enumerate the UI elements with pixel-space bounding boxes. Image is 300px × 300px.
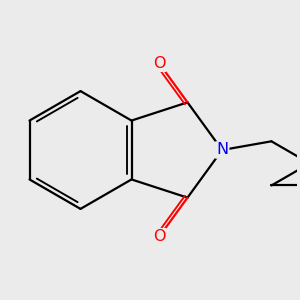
Text: N: N [216, 142, 228, 158]
Text: O: O [153, 229, 165, 244]
Text: O: O [153, 56, 165, 71]
